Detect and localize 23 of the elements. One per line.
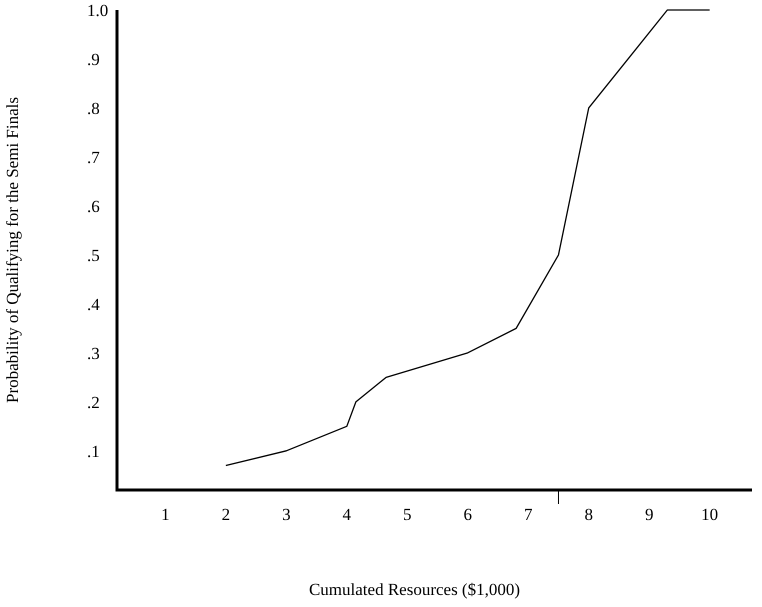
x-tick-label: 6 — [464, 505, 472, 524]
y-tick-label: .9 — [87, 50, 100, 69]
x-tick-label: 10 — [701, 505, 718, 524]
y-tick-label: 1.0 — [87, 0, 108, 20]
y-tick-label: .4 — [87, 294, 100, 314]
x-tick-label: 4 — [342, 505, 352, 524]
y-tick-label: .7 — [87, 148, 100, 167]
x-tick-label: 2 — [222, 505, 230, 524]
y-tick-label: .3 — [87, 344, 100, 363]
y-tick-label: .8 — [87, 98, 100, 118]
y-axis-title: Probability of Qualifying for the Semi Finals — [3, 97, 22, 403]
x-tick-label: 9 — [644, 505, 654, 524]
x-axis-title: Cumulated Resources ($1,000) — [308, 580, 520, 599]
y-tick-label: .2 — [87, 392, 100, 412]
x-tick-label: 8 — [584, 505, 593, 524]
x-tick-label: 7 — [524, 505, 533, 524]
y-tick-label: .6 — [87, 196, 100, 216]
x-tick-label: 3 — [282, 505, 291, 524]
y-tick-label: .5 — [87, 246, 100, 265]
line-series — [225, 9, 710, 466]
x-tick-label: 1 — [161, 505, 170, 524]
y-tick-label: .1 — [87, 442, 100, 461]
x-tick-label: 5 — [403, 505, 412, 524]
